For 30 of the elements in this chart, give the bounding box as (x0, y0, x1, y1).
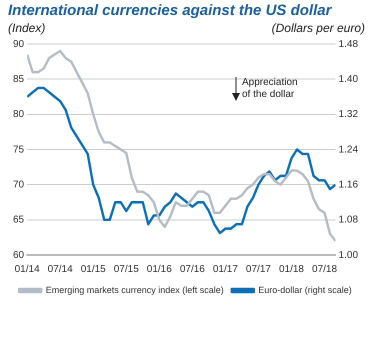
y2-tick-label: 1.16 (338, 179, 358, 190)
x-tick-label: 01/17 (212, 264, 238, 275)
y2-tick-label: 1.32 (338, 109, 358, 120)
x-tick-label: 07/17 (246, 264, 272, 275)
y2-tick-label: 1.08 (338, 214, 358, 226)
y-tick-label: 80 (13, 109, 25, 120)
legend-label: Euro-dollar (right scale) (258, 284, 352, 295)
y-axis-title: (Index) (8, 21, 46, 35)
chart-title: International currencies against the US dollar (8, 1, 334, 19)
y-tick-label: 60 (13, 250, 25, 261)
x-tick-label: 01/14 (14, 264, 40, 275)
legend-label: Emerging markets currency index (left scale) (46, 284, 224, 295)
x-tick-label: 07/15 (114, 264, 140, 275)
x-tick-label: 01/15 (80, 264, 106, 275)
y-tick-label: 90 (13, 38, 25, 50)
y2-tick-label: 1.00 (338, 250, 358, 261)
x-tick-label: 07/14 (48, 264, 74, 275)
y-tick-label: 70 (13, 179, 25, 190)
y-tick-label: 75 (13, 144, 25, 156)
x-tick-label: 07/16 (180, 264, 206, 275)
y2-tick-label: 1.24 (338, 144, 358, 156)
y2-tick-label: 1.48 (338, 38, 358, 50)
y-tick-label: 85 (13, 74, 25, 85)
y2-tick-label: 1.40 (338, 74, 358, 85)
x-tick-label: 01/16 (146, 264, 172, 275)
y2-axis-title: (Dollars per euro) (272, 21, 365, 35)
x-tick-label: 07/18 (312, 264, 338, 275)
x-tick-label: 01/18 (278, 264, 304, 275)
y-tick-label: 65 (13, 214, 25, 226)
annotation: Appreciation of the dollar (242, 77, 299, 101)
